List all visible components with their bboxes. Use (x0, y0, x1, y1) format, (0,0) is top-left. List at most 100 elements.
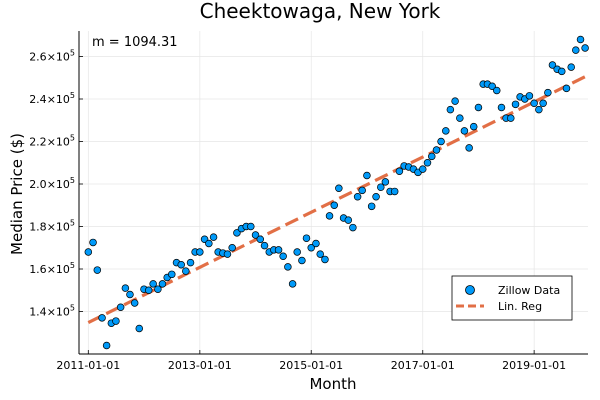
data-point (544, 88, 552, 97)
y-tick-mantissa: 2.0 (29, 178, 47, 191)
y-tick-label: 1.8×105 (29, 219, 75, 234)
data-point (372, 193, 380, 201)
data-point (102, 341, 111, 350)
data-point (89, 238, 97, 247)
data-point (274, 246, 283, 254)
data-point (279, 252, 287, 261)
data-point (465, 144, 473, 152)
data-point (381, 178, 390, 186)
data-point (497, 103, 506, 112)
tick-layer: 2011-01-01 2013-01-01 2015-01-01 2017-01-01… (29, 49, 566, 373)
data-point (316, 250, 324, 258)
data-point (144, 286, 153, 295)
data-point (530, 99, 538, 107)
data-point (284, 263, 292, 271)
y-tick-label: 2.6×105 (29, 49, 75, 64)
data-point (98, 314, 106, 322)
data-point (307, 244, 315, 252)
data-point (460, 127, 469, 135)
data-point (581, 44, 589, 52)
y-tick-mantissa: 2.4 (29, 93, 47, 106)
y-tick-exponent: 5 (70, 91, 75, 100)
data-point (130, 299, 139, 307)
data-point (367, 202, 376, 211)
data-point (298, 256, 306, 265)
y-tick-exponent: 5 (70, 304, 75, 313)
grid-layer (79, 31, 588, 354)
data-point (558, 67, 566, 76)
data-point (493, 86, 501, 95)
data-point (432, 146, 441, 154)
y-tick-mantissa: 1.6 (29, 263, 47, 276)
x-tick-label: 2017-01-01 (391, 359, 455, 372)
data-point (260, 241, 269, 250)
y-tick-exponent: 5 (70, 49, 75, 58)
data-point (437, 137, 445, 146)
data-point (535, 105, 543, 114)
data-point (576, 35, 585, 44)
chart-title: Cheektowaga, New York (200, 0, 441, 23)
y-tick-base: ×10 (47, 306, 70, 319)
y-tick-label: 2.2×105 (29, 134, 75, 149)
data-point (251, 231, 260, 239)
data-point (84, 248, 93, 256)
data-point (247, 222, 255, 231)
x-tick-label: 2015-01-01 (279, 359, 343, 372)
y-tick-base: ×10 (47, 221, 70, 234)
y-tick-label: 2.4×105 (29, 91, 75, 106)
data-point (419, 165, 427, 173)
data-point (233, 229, 241, 237)
data-point (223, 250, 232, 258)
data-point (488, 82, 496, 90)
x-axis-label: Month (309, 375, 356, 393)
data-point (121, 284, 130, 292)
data-point (93, 266, 102, 274)
data-point (428, 152, 436, 161)
data-point (572, 46, 580, 54)
data-point (112, 317, 120, 325)
data-point (177, 261, 185, 269)
data-point (423, 159, 432, 167)
data-point (442, 127, 450, 135)
data-point (154, 285, 162, 293)
data-point (256, 235, 265, 244)
data-point (321, 255, 329, 264)
data-point (353, 193, 362, 201)
data-point (451, 97, 459, 105)
data-point (116, 303, 125, 312)
data-point (446, 105, 455, 114)
data-point (344, 216, 353, 224)
data-point (209, 233, 218, 241)
x-tick-label: 2019-01-01 (502, 359, 566, 372)
y-tick-exponent: 5 (70, 134, 75, 143)
data-point (205, 239, 213, 248)
y-tick-mantissa: 2.2 (29, 136, 47, 149)
y-tick-exponent: 5 (70, 219, 75, 228)
y-tick-base: ×10 (47, 51, 70, 64)
data-point (158, 280, 167, 288)
data-point (288, 280, 297, 288)
y-tick-base: ×10 (47, 178, 70, 191)
data-point (196, 248, 204, 256)
x-tick-label: 2011-01-01 (56, 359, 120, 372)
data-point (507, 114, 515, 122)
y-tick-label: 1.6×105 (29, 261, 75, 276)
y-axis-label: Median Price ($) (8, 133, 26, 255)
data-point (390, 187, 399, 196)
data-point (377, 183, 385, 191)
data-point (567, 63, 575, 71)
y-tick-base: ×10 (47, 263, 70, 276)
y-tick-base: ×10 (47, 136, 70, 149)
data-point (539, 99, 547, 107)
data-point (469, 122, 478, 131)
data-point (330, 201, 339, 210)
data-point (395, 167, 404, 176)
data-point (182, 267, 190, 275)
legend: Zillow Data Lin. Reg (451, 275, 573, 321)
data-point (135, 324, 144, 333)
data-point (525, 92, 534, 100)
data-point (358, 186, 366, 195)
data-point (349, 223, 357, 232)
axes-layer (78, 31, 588, 355)
